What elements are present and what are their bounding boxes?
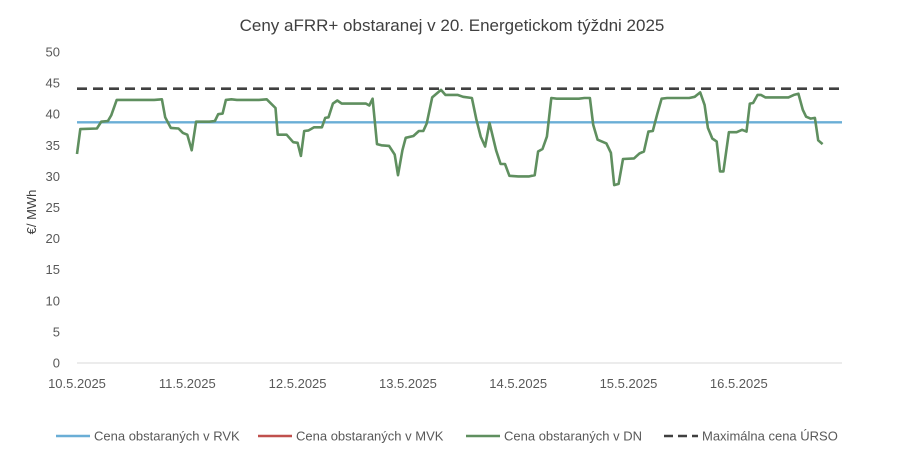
y-tick-label: 5 — [53, 324, 60, 339]
y-tick-labels: 0 5 10 15 20 25 30 35 40 45 50 — [46, 45, 60, 371]
x-tick-label: 14.5.2025 — [489, 376, 547, 391]
y-tick-label: 25 — [46, 200, 60, 215]
x-tick-label: 13.5.2025 — [379, 376, 437, 391]
series-layer — [75, 87, 842, 187]
x-tick-label: 15.5.2025 — [600, 376, 658, 391]
legend-label: Maximálna cena ÚRSO — [702, 429, 838, 444]
series-2-line — [75, 88, 824, 187]
y-tick-label: 15 — [46, 262, 60, 277]
x-tick-label: 16.5.2025 — [710, 376, 768, 391]
y-tick-label: 45 — [46, 76, 60, 91]
y-tick-label: 0 — [53, 356, 60, 371]
legend-label: Cena obstaraných v RVK — [94, 429, 240, 444]
x-tick-label: 10.5.2025 — [48, 376, 106, 391]
x-tick-label: 12.5.2025 — [269, 376, 327, 391]
legend: Cena obstaraných v RVK Cena obstaraných v… — [56, 429, 838, 444]
y-tick-label: 40 — [46, 107, 60, 122]
y-tick-label: 20 — [46, 231, 60, 246]
x-tick-labels: 10.5.2025 11.5.2025 12.5.2025 13.5.2025 14.5… — [48, 376, 768, 391]
legend-label: Cena obstaraných v DN — [504, 429, 642, 444]
y-tick-label: 35 — [46, 138, 60, 153]
y-tick-label: 30 — [46, 169, 60, 184]
y-tick-label: 50 — [46, 45, 60, 60]
y-axis-label: €/ MWh — [24, 190, 39, 235]
y-tick-label: 10 — [46, 293, 60, 308]
legend-label: Cena obstaraných v MVK — [296, 429, 444, 444]
chart-title: Ceny aFRR+ obstaranej v 20. Energetickom… — [240, 16, 665, 35]
x-tick-label: 11.5.2025 — [159, 376, 216, 391]
